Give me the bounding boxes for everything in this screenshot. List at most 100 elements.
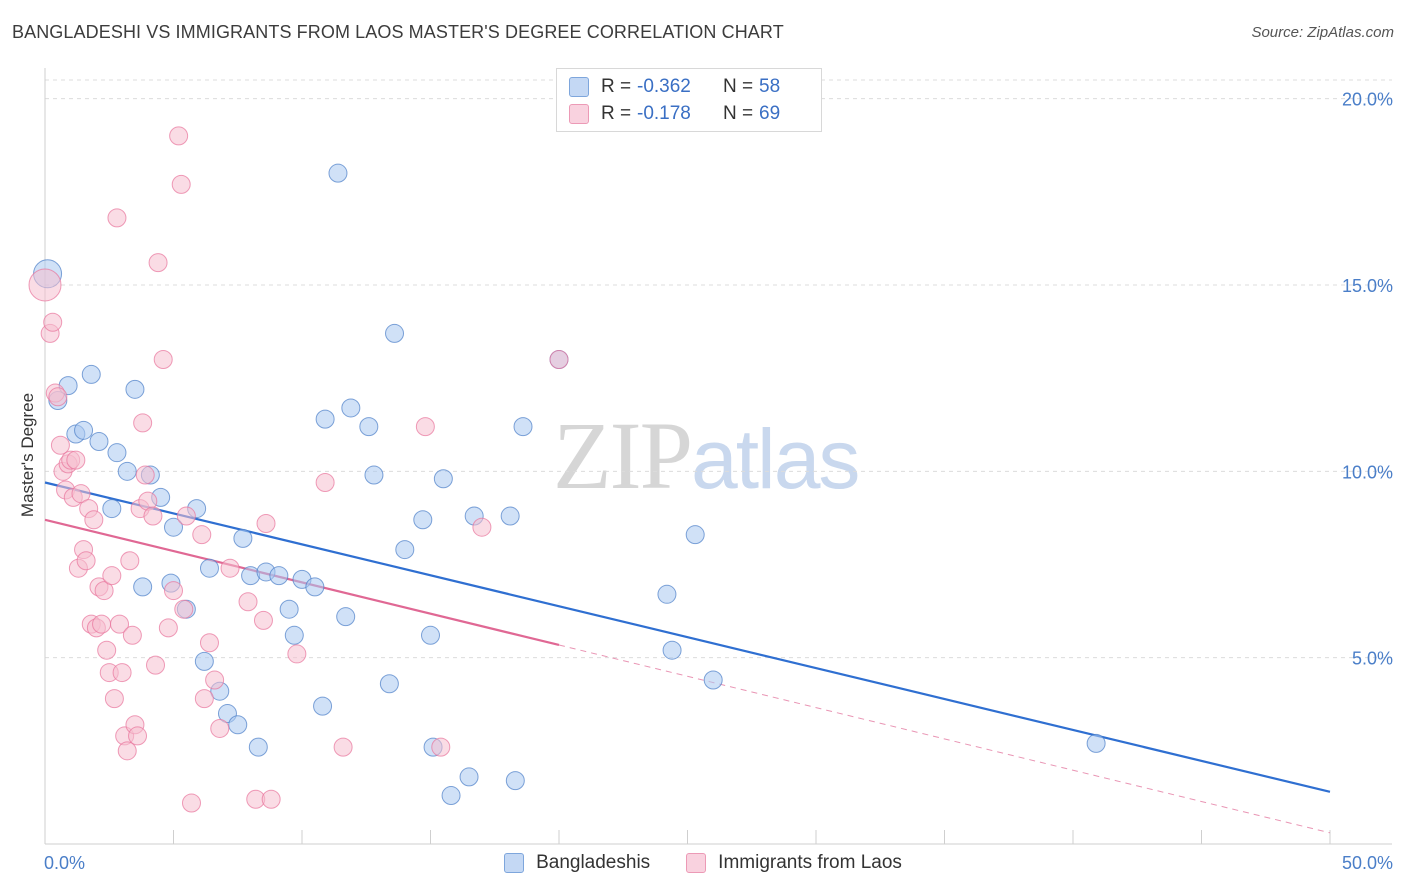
point-laos	[112, 663, 132, 683]
n-value: 69	[759, 103, 781, 124]
point-laos	[28, 268, 62, 302]
legend-item-laos[interactable]: Immigrants from Laos	[686, 852, 902, 874]
r-label: R =	[601, 103, 632, 124]
y-tick-label: 10.0%	[1342, 462, 1393, 482]
point-laos	[174, 599, 194, 619]
point-laos	[169, 126, 189, 146]
point-bangladeshi	[395, 540, 415, 560]
point-laos	[287, 644, 307, 664]
r-label: R =	[601, 76, 632, 97]
point-bangladeshi	[194, 651, 214, 671]
watermark-zip: ZIP	[553, 402, 693, 509]
watermark-atlas: atlas	[691, 412, 860, 506]
point-bangladeshi	[685, 525, 705, 545]
point-laos	[117, 741, 137, 761]
point-bangladeshi	[379, 674, 399, 694]
point-bangladeshi	[421, 625, 440, 645]
legend-swatch-pink	[686, 853, 707, 873]
legend-swatch-pink	[569, 104, 589, 124]
y-axis-label: Master's Degree	[18, 393, 37, 517]
point-laos	[110, 614, 130, 634]
point-laos	[261, 789, 281, 809]
point-bangladeshi	[233, 528, 253, 548]
point-bangladeshi	[102, 499, 122, 519]
point-laos	[415, 417, 435, 437]
point-laos	[176, 506, 196, 526]
point-laos	[315, 472, 335, 492]
series-legend: Bangladeshis Immigrants from Laos	[0, 852, 1406, 874]
chart-source: Source: ZipAtlas.com	[1251, 24, 1394, 41]
legend-swatch-blue	[504, 853, 525, 873]
point-laos	[148, 253, 168, 273]
y-tick-label: 20.0%	[1342, 90, 1393, 110]
trend-line-laos-extension	[558, 644, 1331, 834]
r-value: -0.362	[637, 76, 691, 97]
point-laos	[238, 592, 258, 612]
point-laos	[97, 640, 117, 660]
n-label: N =	[723, 103, 754, 124]
point-laos	[135, 465, 155, 485]
n-value: 58	[759, 76, 781, 97]
point-laos	[158, 618, 178, 638]
point-bangladeshi	[107, 443, 127, 463]
point-bangladeshi	[328, 163, 348, 183]
point-laos	[192, 525, 212, 545]
point-laos	[199, 633, 219, 653]
point-laos	[472, 517, 492, 537]
point-laos	[333, 737, 353, 757]
trend-line-bangladeshi	[44, 481, 1331, 793]
point-laos	[71, 484, 91, 504]
n-label: N =	[723, 76, 754, 97]
point-laos	[76, 551, 96, 571]
point-laos	[431, 737, 451, 757]
point-laos	[164, 581, 183, 601]
point-bangladeshi	[125, 379, 145, 399]
point-laos	[120, 551, 140, 571]
point-laos	[66, 450, 86, 470]
point-bangladeshi	[341, 398, 361, 418]
point-bangladeshi	[413, 510, 433, 530]
point-laos	[153, 350, 173, 370]
x-tick-label: 0.0%	[44, 853, 85, 873]
y-tick-label: 5.0%	[1352, 649, 1393, 669]
point-laos	[205, 670, 225, 690]
point-laos	[181, 793, 201, 813]
point-bangladeshi	[500, 506, 520, 526]
point-bangladeshi	[459, 767, 479, 787]
stats-legend: R = -0.362 N = 58 R = -0.178 N = 69	[556, 68, 822, 132]
point-bangladeshi	[199, 558, 219, 578]
point-bangladeshi	[513, 417, 533, 437]
point-bangladeshi	[284, 625, 304, 645]
point-bangladeshi	[359, 417, 379, 437]
legend-label: Bangladeshis	[536, 852, 651, 873]
point-laos	[50, 435, 70, 455]
point-bangladeshi	[305, 577, 325, 597]
point-laos	[256, 513, 276, 533]
point-bangladeshi	[89, 432, 109, 452]
point-bangladeshi	[385, 323, 405, 343]
point-laos	[146, 655, 166, 675]
point-bangladeshi	[433, 469, 453, 489]
point-bangladeshi	[313, 696, 333, 716]
point-laos	[102, 566, 122, 586]
point-laos	[94, 581, 114, 601]
point-laos	[128, 726, 148, 746]
point-laos	[122, 625, 142, 645]
point-bangladeshi	[336, 607, 356, 627]
point-bangladeshi	[81, 364, 101, 384]
point-laos	[84, 510, 104, 530]
point-bangladeshi	[269, 566, 289, 586]
point-laos	[549, 350, 569, 370]
legend-row-laos: R = -0.178 N = 69	[569, 102, 780, 126]
point-laos	[171, 174, 191, 194]
point-bangladeshi	[1086, 733, 1106, 753]
tick-labels: 5.0% 10.0% 15.0% 20.0% 0.0% 50.0% Master's Deg…	[18, 90, 1393, 873]
r-value: -0.178	[637, 103, 691, 124]
point-bangladeshi	[117, 461, 137, 481]
legend-item-bangladeshis[interactable]: Bangladeshis	[504, 852, 650, 874]
point-bangladeshi	[364, 465, 384, 485]
point-bangladeshi	[133, 577, 153, 597]
point-laos	[143, 506, 163, 526]
point-bangladeshi	[228, 715, 248, 735]
